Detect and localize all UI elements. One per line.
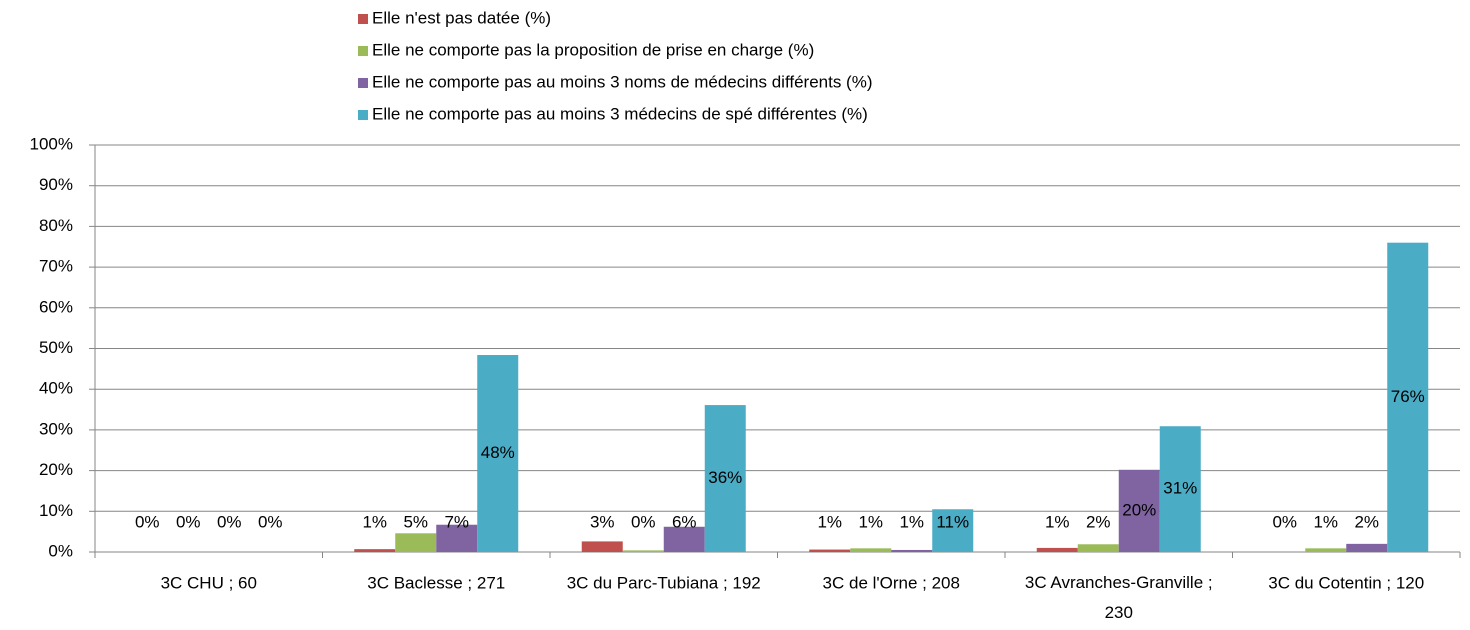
data-label: 1%: [362, 512, 387, 531]
legend-label: Elle ne comporte pas au moins 3 noms de …: [372, 72, 873, 91]
data-label: 1%: [1045, 512, 1070, 531]
bar: [581, 541, 623, 552]
legend-label: Elle n'est pas datée (%): [372, 8, 551, 27]
data-label: 76%: [1391, 387, 1425, 406]
legend-label: Elle ne comporte pas la proposition de p…: [372, 40, 814, 59]
x-tick-label-line: 3C Avranches-Granville ;: [1025, 573, 1213, 592]
legend-swatch: [358, 14, 368, 24]
bar: [809, 549, 851, 552]
bar: [1159, 426, 1201, 552]
bar: [1346, 543, 1388, 552]
bar: [622, 550, 664, 552]
bar: [850, 548, 892, 552]
legend-swatch: [358, 78, 368, 88]
x-tick-label-line: 230: [1105, 603, 1133, 622]
y-tick-label: 70%: [39, 257, 73, 276]
data-label: 2%: [1354, 512, 1379, 531]
bar: [1077, 544, 1119, 552]
legend-label: Elle ne comporte pas au moins 3 médecins…: [372, 104, 868, 123]
y-tick-label: 20%: [39, 460, 73, 479]
legend-swatch: [358, 46, 368, 56]
data-label: 0%: [1272, 512, 1297, 531]
data-label: 5%: [403, 512, 428, 531]
data-label: 11%: [936, 512, 969, 531]
y-tick-label: 30%: [39, 419, 73, 438]
bar: [663, 526, 705, 552]
y-tick-label: 0%: [48, 541, 73, 560]
x-tick-label: 3C du Cotentin ; 120: [1268, 573, 1424, 592]
bar: [1118, 469, 1160, 552]
data-label: 1%: [817, 512, 842, 531]
y-tick-label: 90%: [39, 175, 73, 194]
bar: [932, 509, 974, 552]
x-tick-label: 3C du Parc-Tubiana ; 192: [567, 573, 761, 592]
bar: [436, 524, 478, 552]
data-label: 48%: [481, 443, 515, 462]
data-label: 0%: [631, 512, 656, 531]
y-tick-label: 50%: [39, 338, 73, 357]
y-tick-label: 100%: [30, 134, 73, 153]
data-label: 0%: [135, 512, 160, 531]
bar: [477, 355, 519, 552]
y-tick-label: 40%: [39, 379, 73, 398]
bar: [704, 405, 746, 552]
data-label: 1%: [899, 512, 924, 531]
y-tick-label: 10%: [39, 501, 73, 520]
x-tick-label: 3C CHU ; 60: [161, 573, 257, 592]
x-tick-label: 3C Baclesse ; 271: [367, 573, 505, 592]
bar: [1036, 547, 1078, 552]
data-label: 7%: [444, 512, 469, 531]
bar: [1305, 548, 1347, 552]
x-tick-label: 3C de l'Orne ; 208: [823, 573, 960, 592]
y-tick-label: 60%: [39, 297, 73, 316]
bar: [354, 549, 396, 552]
data-label: 36%: [708, 468, 742, 487]
data-label: 31%: [1163, 479, 1197, 498]
data-label: 1%: [1313, 512, 1338, 531]
data-label: 0%: [217, 512, 242, 531]
data-label: 3%: [590, 512, 615, 531]
bar: [1387, 242, 1429, 552]
data-label: 0%: [176, 512, 201, 531]
data-label: 20%: [1122, 500, 1156, 519]
data-label: 6%: [672, 512, 697, 531]
data-label: 1%: [858, 512, 883, 531]
legend-swatch: [358, 110, 368, 120]
data-label: 2%: [1086, 512, 1111, 531]
bar: [891, 549, 933, 552]
bar: [395, 533, 437, 552]
data-label: 0%: [258, 512, 283, 531]
x-tick-label: 3C Avranches-Granville ; 230: [1025, 573, 1213, 622]
y-tick-label: 80%: [39, 216, 73, 235]
